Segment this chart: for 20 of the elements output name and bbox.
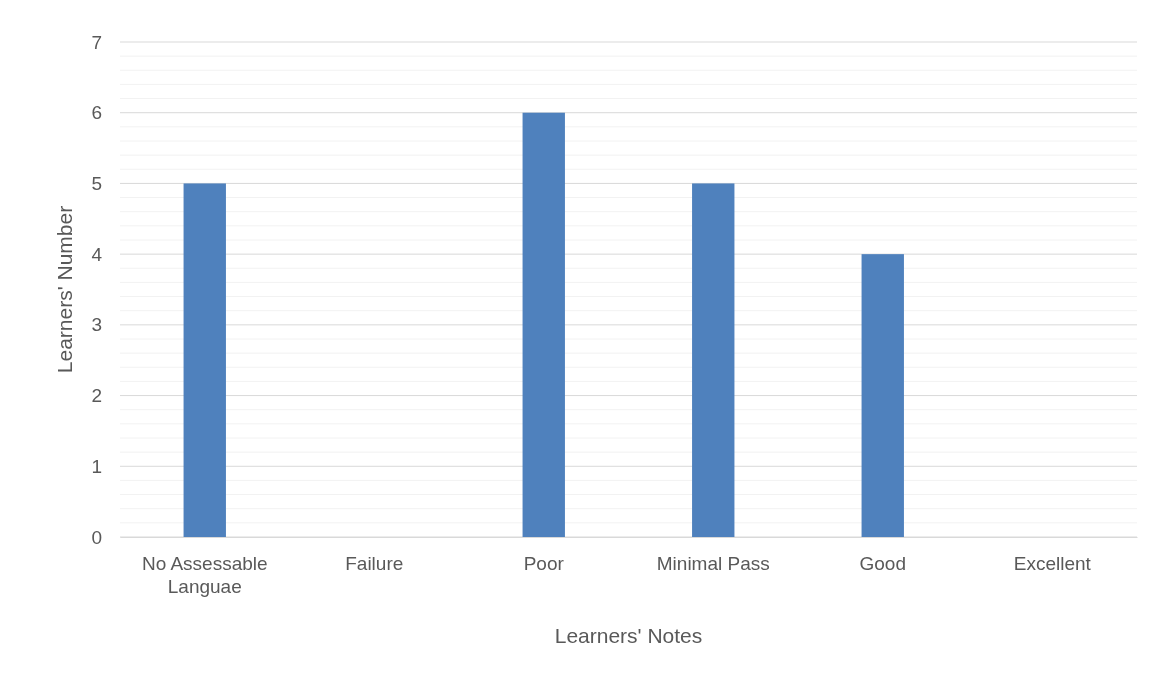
bar — [692, 183, 735, 537]
x-tick-label: Poor — [523, 553, 565, 575]
y-tick-label: 2 — [91, 385, 102, 407]
x-tick-label: Excellent — [1013, 553, 1092, 575]
y-tick-label: 4 — [91, 243, 103, 265]
x-tick-label: Minimal Pass — [656, 553, 770, 575]
y-tick-label: 1 — [91, 455, 102, 477]
bar — [861, 254, 904, 537]
x-axis-title: Learners' Notes — [554, 624, 703, 647]
y-tick-label: 0 — [91, 526, 102, 548]
x-tick-label: Good — [859, 553, 906, 575]
bar — [183, 183, 226, 537]
y-tick-label: 6 — [91, 102, 102, 124]
y-tick-label: 3 — [91, 314, 102, 336]
y-axis-title: Learners' Number — [53, 205, 76, 374]
y-tick-label: 5 — [91, 173, 102, 195]
x-tick-label: No Assessable Languae — [141, 553, 268, 598]
x-tick-label: Failure — [345, 553, 404, 575]
bar — [522, 112, 565, 537]
y-tick-label: 7 — [91, 31, 102, 53]
